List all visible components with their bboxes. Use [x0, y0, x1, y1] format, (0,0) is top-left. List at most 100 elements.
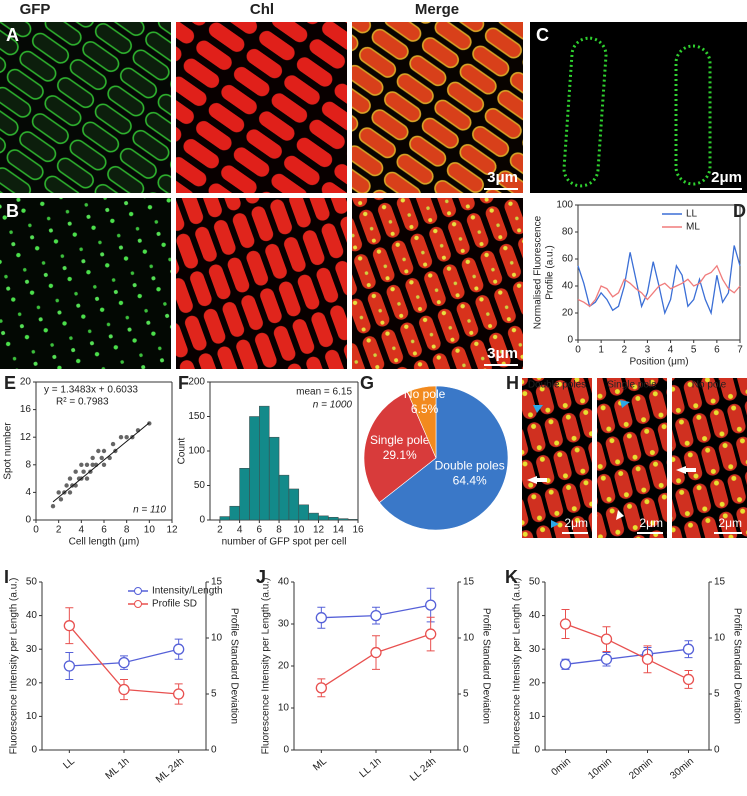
panel-letter: H [506, 373, 519, 393]
legend-label: LL [686, 209, 698, 220]
point [56, 490, 61, 495]
panel-letter: I [4, 567, 9, 587]
series-line [577, 264, 741, 308]
scale-label: 3μm [487, 345, 518, 362]
scale-label: 2μm [711, 169, 742, 186]
x-tick-label: LL 1h [358, 756, 384, 780]
y-tick-label: 16 [20, 404, 32, 415]
y-tick-label: 0 [199, 515, 205, 526]
y2-tick-label: 5 [211, 689, 217, 700]
bar [328, 516, 339, 521]
x-tick-label: 0 [575, 345, 581, 356]
y-tick-label: 0 [567, 335, 573, 346]
slice-value: 29.1% [383, 448, 417, 462]
panel-letter: A [6, 25, 19, 45]
point [101, 448, 107, 454]
slice-label: Single pole [370, 433, 430, 447]
y-axis-label: Profile (a.u.) [545, 245, 556, 299]
x-tick-label: 16 [352, 525, 364, 536]
y-axis-label: Fluorescence Intensity per Length (a.u.) [261, 578, 272, 755]
x-tick-label: 30min [668, 756, 696, 782]
series-line [565, 648, 689, 665]
y2-tick-label: 5 [463, 689, 469, 700]
pie-slice [363, 391, 437, 503]
point [67, 490, 73, 495]
y2-tick-label: 10 [463, 633, 475, 644]
x-tick-label: 0min [549, 756, 573, 778]
y-tick-label: 8 [25, 459, 31, 470]
y-tick-label: 50 [194, 480, 206, 491]
series-line [577, 245, 741, 316]
point [90, 455, 95, 461]
y2-tick-label: 15 [211, 577, 223, 588]
slice-label: No pole [404, 387, 446, 401]
x-tick-label: ML 24h [154, 756, 186, 786]
y-tick-label: 10 [529, 711, 541, 722]
h-label: Single pole [607, 380, 657, 391]
annotation: mean = 6.15 [296, 387, 352, 398]
marker [173, 688, 185, 700]
slice-value: 6.5% [411, 402, 439, 416]
column-header: Merge [415, 1, 459, 18]
annotation: n = 110 [133, 505, 166, 516]
point [90, 462, 95, 467]
y-tick-label: 30 [529, 644, 541, 655]
y2-tick-label: 10 [714, 633, 726, 644]
y2-tick-label: 0 [211, 745, 217, 756]
point [81, 469, 86, 474]
point [110, 441, 116, 447]
pie-slice [407, 385, 437, 459]
bar [308, 512, 319, 521]
x-tick-label: 2 [56, 525, 62, 536]
y-tick-label: 0 [31, 745, 37, 756]
scale-label: 2μm [639, 516, 663, 530]
point [99, 455, 104, 461]
y-tick-label: 80 [562, 227, 574, 238]
x-tick-label: ML 1h [104, 756, 132, 782]
point [73, 469, 78, 474]
x-tick-label: 7 [737, 345, 743, 356]
y2-tick-label: 0 [714, 745, 720, 756]
marker [315, 612, 327, 624]
marker [425, 628, 437, 640]
legend-marker [134, 600, 142, 608]
point [124, 435, 129, 440]
bar [347, 519, 359, 521]
y-axis-label: Spot number [3, 422, 14, 480]
marker [118, 656, 130, 669]
y2-tick-label: 15 [714, 577, 726, 588]
y-tick-label: 20 [562, 308, 574, 319]
legend-label: Profile SD [152, 599, 197, 610]
x-axis-label: Position (μm) [629, 357, 688, 368]
marker [425, 599, 437, 611]
point [64, 483, 69, 488]
panel-letter: F [178, 373, 189, 393]
point [96, 448, 101, 454]
scale-label: 2μm [564, 516, 588, 530]
x-tick-label: 2 [217, 525, 223, 536]
bar [278, 474, 290, 521]
y-axis-label: Normalised Fluorescence [533, 215, 544, 329]
slice-label: Double poles [435, 459, 505, 473]
y-tick-label: 100 [188, 446, 205, 457]
x-tick-label: 20min [627, 756, 655, 782]
y2-axis-label: Profile Standard Deviation [480, 608, 491, 724]
image-chl-b [176, 198, 347, 369]
x-tick-label: LL 24h [408, 756, 438, 784]
cell-outline [674, 44, 712, 186]
marker [559, 658, 572, 670]
annotation: y = 1.3483x + 0.6033 [44, 385, 138, 396]
y-tick-label: 20 [529, 677, 541, 688]
x-axis-label: Cell length (μm) [69, 537, 140, 548]
bar [338, 518, 349, 521]
y-tick-label: 20 [278, 661, 290, 672]
cell-outline [562, 36, 608, 188]
y-tick-label: 40 [529, 610, 541, 621]
point [79, 462, 84, 467]
arrow [616, 510, 624, 520]
x-tick-label: 10 [144, 525, 156, 536]
y2-tick-label: 5 [714, 689, 720, 700]
bar [268, 436, 280, 521]
bar [288, 488, 300, 521]
x-axis-label: number of GFP spot per cell [222, 537, 347, 548]
